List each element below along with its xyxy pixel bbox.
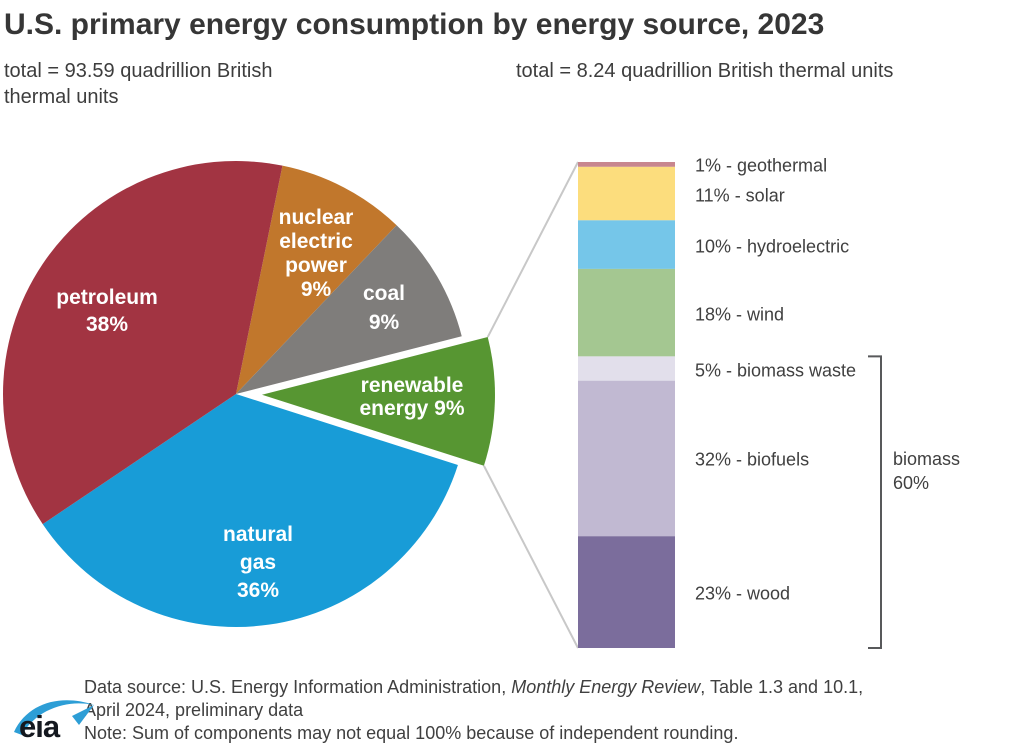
- pie-slice-coal: [236, 225, 462, 394]
- bar-segment-biofuels: [578, 380, 675, 537]
- biomass-bracket: [868, 355, 882, 649]
- bar-segment-biomass-waste: [578, 356, 675, 381]
- pie-slice-natural-gas: [42, 394, 458, 628]
- bar-total-label: total = 8.24 quadrillion British thermal…: [516, 60, 894, 82]
- footer-note: Note: Sum of components may not equal 10…: [84, 723, 739, 743]
- bar-segment-label-solar: 11% - solar: [695, 185, 785, 206]
- bar-segment-label-wood: 23% - wood: [695, 583, 791, 604]
- pie-label-coal: coal 9%: [362, 282, 406, 334]
- bar-segment-geothermal: [578, 162, 675, 167]
- bar-segment-hydroelectric: [578, 220, 675, 269]
- bar-segment-wind: [578, 268, 675, 357]
- pie-total-label: total = 93.59 quadrillion British therma…: [4, 60, 273, 108]
- page-title: U.S. primary energy consumption by energ…: [4, 8, 825, 41]
- bar-segment-label-biomass-waste: 5% - biomass waste: [695, 360, 857, 381]
- bar-segment-label-biofuels: 32% - biofuels: [695, 449, 810, 470]
- eia-logo: eia: [12, 692, 98, 746]
- pie-label-nuclear-electric-power: nuclear electric power 9%: [278, 206, 354, 301]
- eia-logo-swoosh-icon: [14, 700, 94, 735]
- pie-slice-petroleum: [3, 161, 283, 525]
- bar-segment-label-geothermal: 1% - geothermal: [695, 155, 828, 176]
- bar-segment-label-wind: 18% - wind: [695, 304, 785, 325]
- pie-label-renewable-energy: renewable energy 9%: [359, 374, 465, 420]
- bar-segment-wood: [578, 536, 675, 648]
- pie-label-natural-gas: natural gas 36%: [222, 523, 294, 602]
- biomass-group-label: biomass 60%: [893, 449, 961, 494]
- footer-source-line2: April 2024, preliminary data: [84, 700, 304, 720]
- pie-slice-renewable-energy: [261, 337, 495, 466]
- connector-line-bottom: [483, 465, 579, 649]
- eia-logo-text: eia: [19, 709, 60, 744]
- pie-label-petroleum: petroleum 38%: [56, 286, 158, 336]
- footer-text: Data source: U.S. Energy Information Adm…: [84, 676, 863, 745]
- footer-source-line1: Data source: U.S. Energy Information Adm…: [84, 677, 864, 697]
- pie-slice-nuclear-electric-power: [236, 165, 397, 394]
- bar-segment-label-hydroelectric: 10% - hydroelectric: [695, 236, 850, 257]
- connector-line-top: [486, 161, 579, 338]
- bar-segment-solar: [578, 166, 675, 221]
